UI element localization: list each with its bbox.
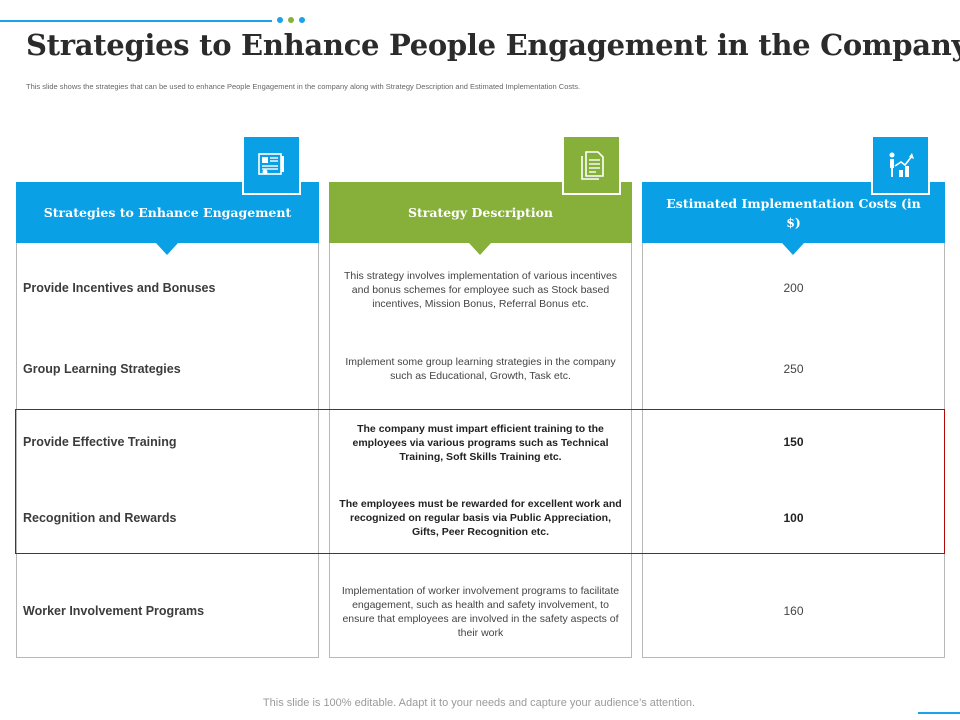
header-pointer bbox=[469, 243, 491, 255]
strategy-cell: Group Learning Strategies bbox=[23, 362, 181, 376]
description-cell: Implementation of worker involvement pro… bbox=[341, 585, 620, 639]
slide-title: Strategies to Enhance People Engagement … bbox=[26, 28, 960, 62]
strategy-cell: Worker Involvement Programs bbox=[23, 604, 205, 618]
description-cell: The employees must be rewarded for excel… bbox=[339, 498, 622, 538]
cost-cell: 200 bbox=[783, 281, 804, 295]
description-cell: Implement some group learning strategies… bbox=[345, 356, 616, 382]
top-accent-line bbox=[0, 20, 272, 22]
dot-blue-2 bbox=[299, 17, 305, 23]
header-pointer bbox=[782, 243, 804, 255]
strategy-cell: Recognition and Rewards bbox=[23, 511, 177, 525]
footer-note: This slide is 100% editable. Adapt it to… bbox=[262, 697, 696, 709]
strategy-cell: Provide Effective Training bbox=[23, 435, 177, 449]
description-cell: This strategy involves implementation of… bbox=[343, 270, 618, 310]
description-cell: The company must impart efficient traini… bbox=[352, 423, 609, 463]
cost-cell: 150 bbox=[783, 435, 804, 449]
growth-chart-icon bbox=[871, 135, 930, 195]
certificate-icon bbox=[242, 135, 301, 195]
column-strategies: Strategies to Enhance Engagement Provide… bbox=[16, 182, 319, 658]
cost-cell: 250 bbox=[783, 362, 804, 376]
bottom-accent-line bbox=[918, 712, 960, 714]
cost-cell: 100 bbox=[783, 511, 804, 525]
slide-subtitle: This slide shows the strategies that can… bbox=[26, 82, 581, 91]
document-icon bbox=[562, 135, 621, 195]
column-header-strategies: Strategies to Enhance Engagement bbox=[16, 182, 319, 243]
column-costs: Estimated Implementation Costs (in $) 20… bbox=[642, 182, 945, 658]
dot-green bbox=[288, 17, 294, 23]
header-pointer bbox=[156, 243, 178, 255]
decorative-dots bbox=[277, 17, 305, 23]
dot-blue bbox=[277, 17, 283, 23]
strategy-cell: Provide Incentives and Bonuses bbox=[23, 281, 216, 295]
cost-cell: 160 bbox=[783, 604, 804, 618]
column-description: Strategy Description This strategy invol… bbox=[329, 182, 632, 658]
